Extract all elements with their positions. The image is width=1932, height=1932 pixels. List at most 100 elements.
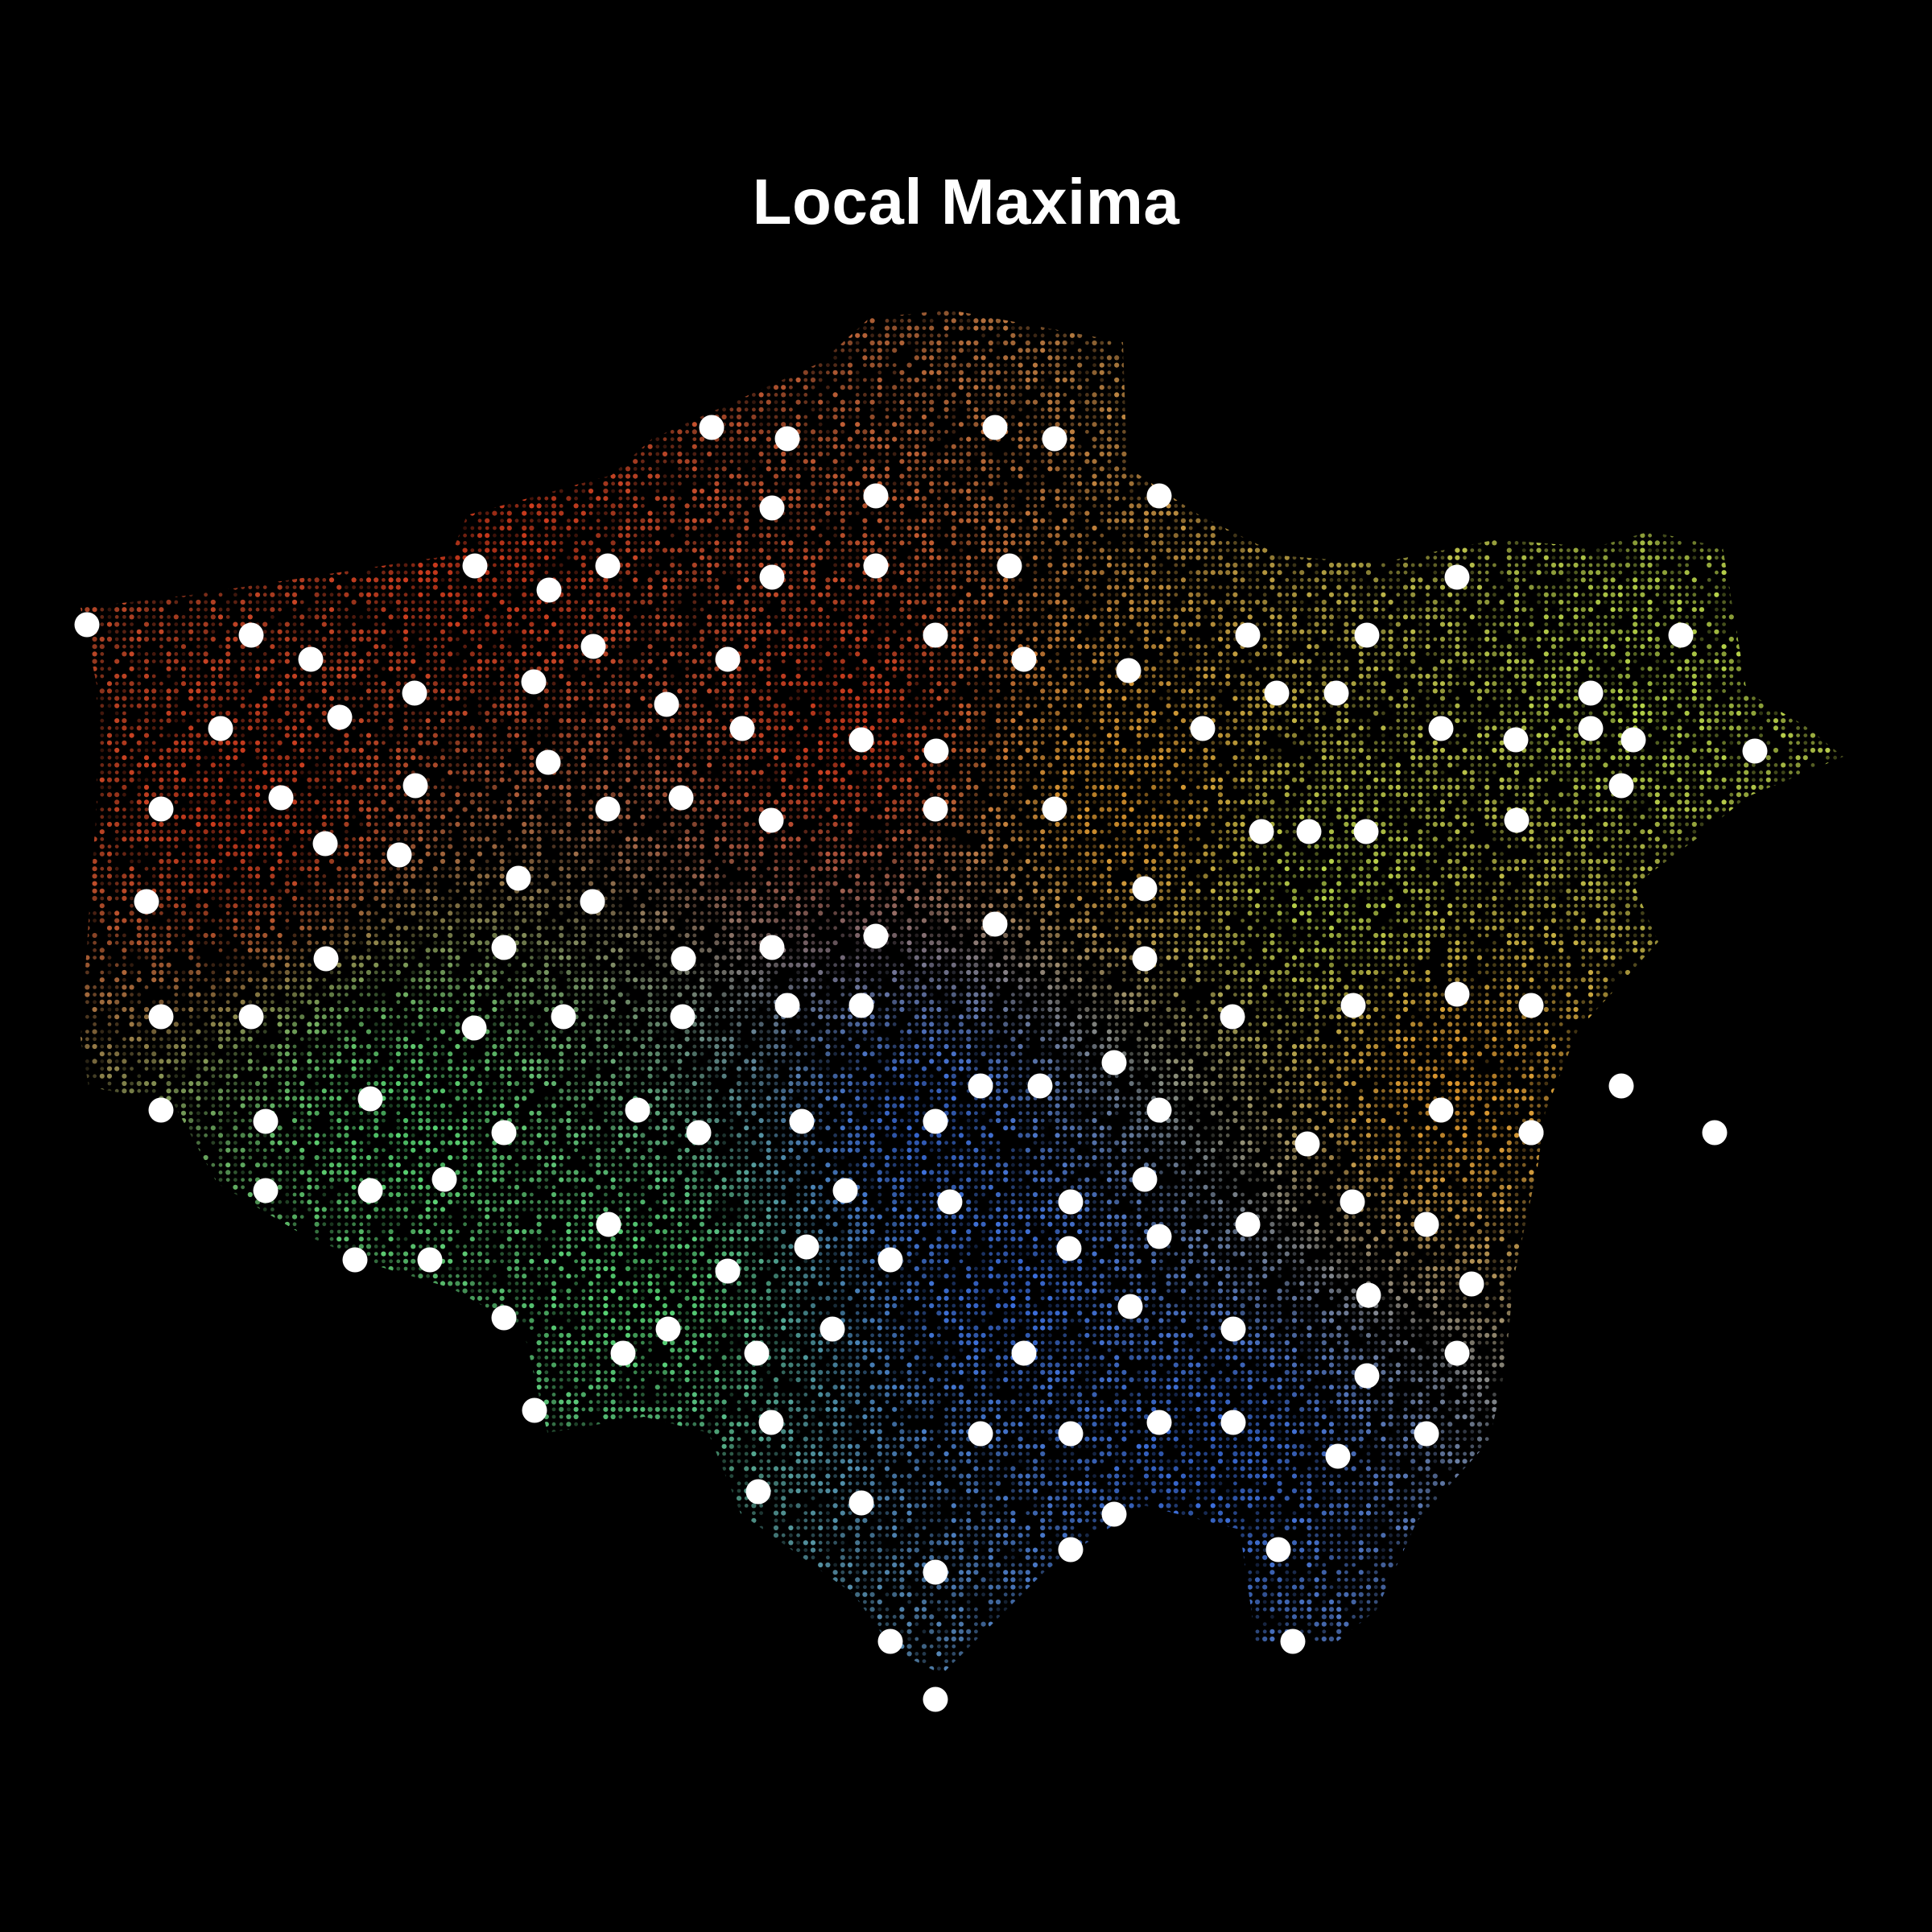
local-maximum-marker [314, 947, 339, 972]
local-maximum-marker [597, 1212, 621, 1237]
local-maximum-marker [849, 1491, 874, 1516]
local-maximum-marker [968, 1422, 993, 1447]
local-maximum-marker [1042, 427, 1067, 452]
local-maximum-marker [328, 705, 353, 730]
local-maximum-marker [760, 496, 785, 521]
local-maximum-marker [1221, 1317, 1246, 1342]
local-maximum-marker [1340, 1190, 1365, 1215]
local-maximum-marker [1057, 1236, 1082, 1261]
local-maximum-marker [1042, 797, 1067, 822]
local-maximum-marker [432, 1167, 457, 1192]
local-maximum-marker [759, 808, 784, 833]
local-maximum-marker [864, 484, 889, 509]
local-maximum-marker [1191, 716, 1216, 741]
local-maximum-marker [522, 1398, 547, 1423]
local-maximum-marker [1743, 739, 1768, 764]
local-maximum-marker [1355, 623, 1380, 648]
local-maximum-marker [1341, 993, 1366, 1018]
local-maximum-marker [1102, 1051, 1127, 1075]
local-maximum-marker [537, 578, 562, 603]
local-maximum-marker [923, 1687, 948, 1712]
local-maximum-marker [1609, 1074, 1634, 1099]
local-maximum-marker [924, 739, 949, 764]
local-maximum-marker [492, 935, 517, 960]
local-maximum-marker [1147, 1410, 1172, 1435]
local-maximum-marker [654, 692, 679, 717]
local-maximum-marker [254, 1179, 279, 1203]
local-maximum-marker [1117, 658, 1141, 683]
local-maximum-marker [864, 554, 889, 579]
local-maximum-marker [313, 832, 338, 857]
local-maximum-marker [938, 1190, 963, 1215]
local-maximum-marker [997, 554, 1022, 579]
local-maximum-marker [760, 935, 785, 960]
local-maximum-marker [1281, 1629, 1306, 1654]
local-maximum-marker [1355, 1364, 1380, 1389]
local-maximum-marker [1147, 1224, 1172, 1249]
local-maximum-marker [269, 786, 294, 811]
local-maximum-marker [1012, 647, 1037, 672]
local-maximum-marker [687, 1121, 712, 1146]
local-maximum-marker [923, 623, 948, 648]
local-maximum-marker [716, 647, 741, 672]
local-maximum-marker [239, 1005, 264, 1030]
density-grid-layer [70, 303, 1852, 1678]
local-maximum-marker [1147, 1098, 1172, 1123]
local-maximum-marker [1236, 1212, 1261, 1237]
local-maximum-marker [358, 1179, 383, 1203]
local-maximum-marker [1118, 1294, 1143, 1319]
local-maximum-marker [983, 912, 1008, 937]
local-maximum-marker [849, 728, 874, 753]
local-maximum-marker [1266, 1538, 1291, 1563]
local-maximum-marker [492, 1121, 517, 1146]
local-maximum-marker [463, 554, 488, 579]
local-maximum-marker [1459, 1272, 1484, 1297]
local-maximum-marker [1703, 1121, 1728, 1146]
local-maximum-marker [551, 1005, 576, 1030]
local-maximum-marker [1414, 1422, 1439, 1447]
local-maximum-marker [1669, 623, 1694, 648]
local-maximum-marker [149, 797, 174, 822]
local-maximum-marker [254, 1109, 279, 1134]
local-maximum-marker [795, 1235, 819, 1260]
local-maximum-marker [149, 1005, 174, 1030]
local-maximum-marker [1445, 982, 1470, 1007]
local-maximum-marker [700, 415, 724, 440]
local-maximum-marker [1445, 565, 1470, 590]
local-maxima-layer [75, 415, 1768, 1712]
local-maximum-marker [760, 565, 785, 590]
local-maximum-marker [1220, 1005, 1245, 1030]
local-maximum-marker [506, 866, 531, 891]
local-maximum-marker [759, 1410, 784, 1435]
local-maximum-marker [1133, 1167, 1158, 1192]
local-maximum-marker [418, 1248, 443, 1273]
local-maximum-marker [1221, 1410, 1246, 1435]
local-maximum-marker [1519, 993, 1544, 1018]
local-maximum-marker [387, 843, 412, 868]
local-maximum-marker [149, 1098, 174, 1123]
density-dots [70, 303, 1852, 1678]
local-maximum-marker [611, 1341, 636, 1366]
local-maximum-marker [239, 623, 264, 648]
local-maximum-marker [1295, 1132, 1320, 1157]
local-maximum-marker [1579, 681, 1604, 706]
local-maximum-marker [596, 554, 621, 579]
local-maximum-marker [1265, 681, 1290, 706]
local-maximum-marker [1519, 1121, 1544, 1146]
local-maximum-marker [790, 1109, 815, 1134]
local-maximum-marker [1621, 728, 1646, 753]
local-maximum-marker [1505, 808, 1530, 833]
local-maximum-marker [878, 1629, 903, 1654]
local-maximum-marker [1356, 1283, 1381, 1308]
local-maximum-marker [1249, 819, 1274, 844]
local-maximum-marker [75, 613, 100, 638]
local-maximum-marker [358, 1087, 383, 1112]
local-maximum-marker [492, 1306, 517, 1331]
local-maximum-marker [1147, 484, 1172, 509]
local-maximum-marker [1579, 716, 1604, 741]
local-maximum-marker [536, 750, 561, 775]
local-maximum-marker [1326, 1444, 1351, 1469]
local-maximum-marker [1504, 728, 1529, 753]
local-maximum-marker [1012, 1341, 1037, 1366]
